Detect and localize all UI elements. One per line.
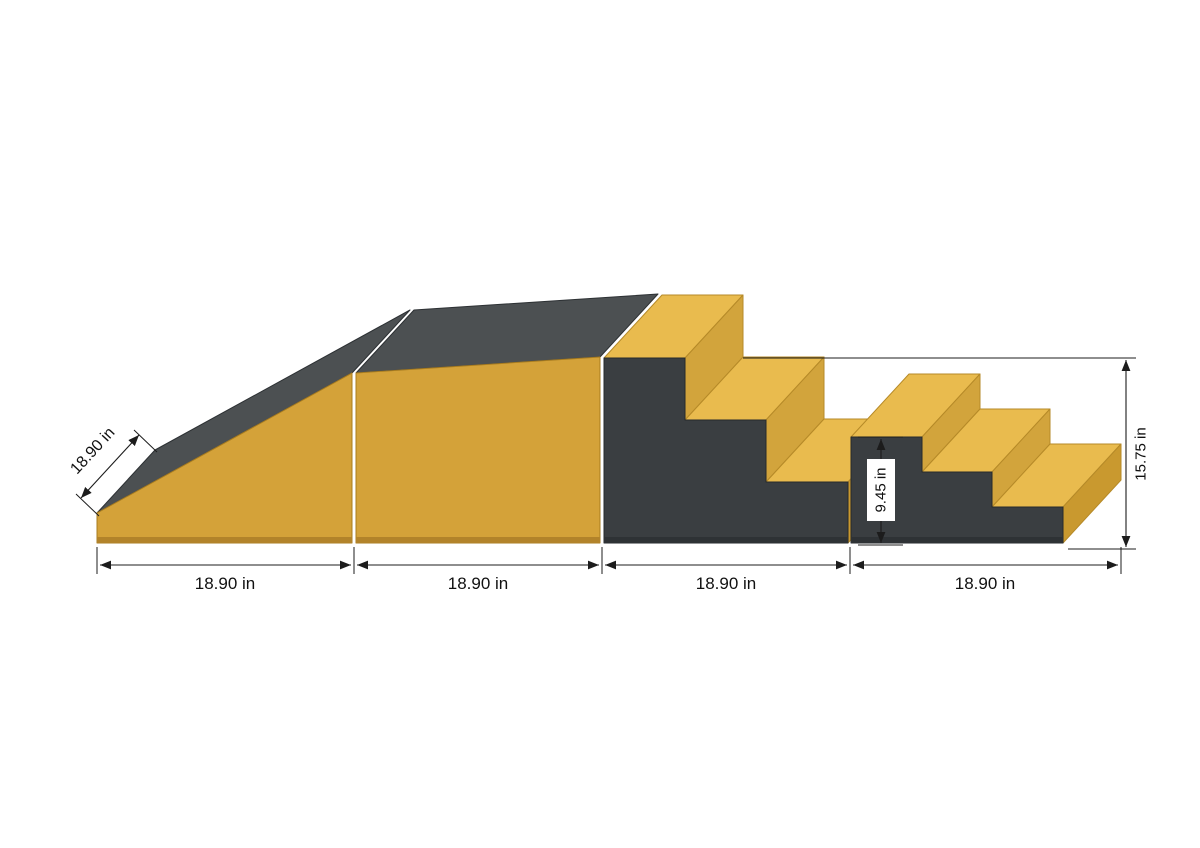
dimension-overall-height: 15.75 in: [743, 357, 1150, 550]
dimension-width-4-label: 18.90 in: [955, 574, 1016, 593]
stair-large-base-edge: [604, 537, 848, 543]
stair-small-base-edge: [851, 537, 1063, 543]
small-stair-height-label: 9.45 in: [873, 467, 890, 512]
wedge-small-base-edge: [97, 537, 352, 543]
dimension-depth-arrow: [80, 434, 140, 499]
dimension-small-stair-height: 9.45 in: [858, 436, 903, 546]
dimension-widths: 18.90 in 18.90 in 18.90 in 18.90 in: [96, 547, 1122, 593]
dimension-depth-extension-near: [75, 493, 100, 517]
overall-height-label: 15.75 in: [1133, 427, 1150, 480]
wedge-large: [355, 293, 659, 544]
wedge-small: [96, 309, 411, 544]
stair-small: [850, 373, 1122, 544]
dimension-width-1-label: 18.90 in: [195, 574, 256, 593]
dimension-depth-extension-far: [133, 429, 158, 453]
dimension-width-2-label: 18.90 in: [448, 574, 509, 593]
small-stair-height-label-backplate: [867, 459, 895, 521]
wedge-large-front-face: [355, 356, 601, 544]
dimension-width-3-label: 18.90 in: [696, 574, 757, 593]
wedge-large-base-edge: [356, 537, 600, 543]
stair-large-side-face: [603, 357, 849, 544]
